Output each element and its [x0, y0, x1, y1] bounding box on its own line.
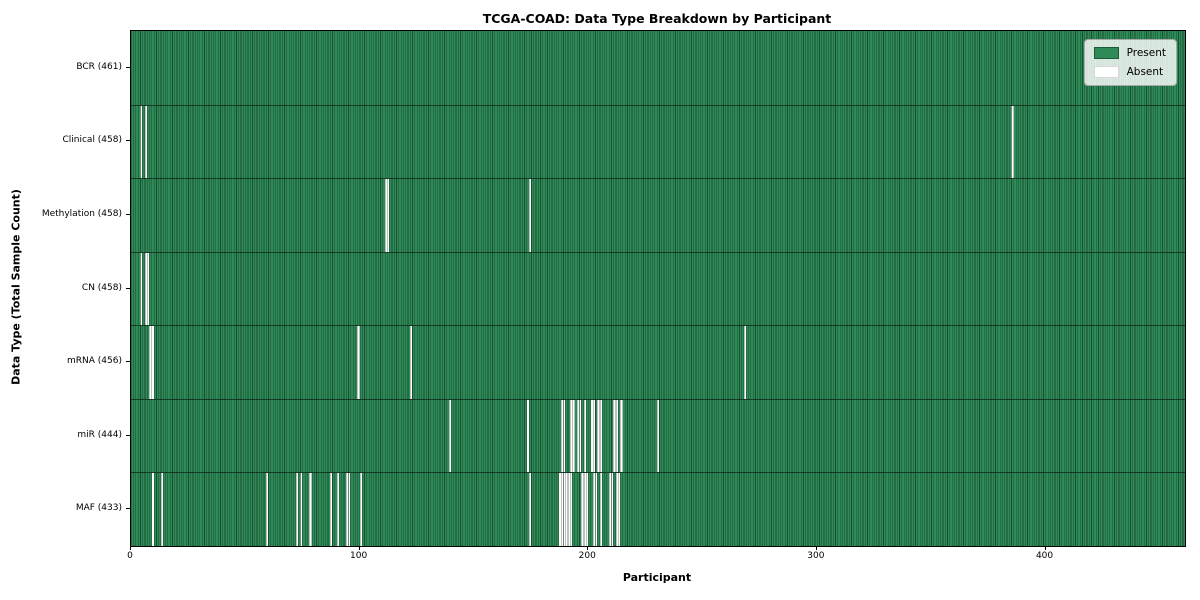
xtick-mark	[358, 546, 360, 550]
absent-bar	[528, 473, 532, 546]
absent-bar	[265, 473, 269, 546]
plot-area: Present Absent	[130, 30, 1186, 547]
legend-entry-present: Present	[1093, 46, 1166, 59]
absent-bar	[1011, 105, 1014, 179]
ytick-mark	[126, 140, 130, 142]
ytick-label-clinical: Clinical (458)	[62, 135, 122, 146]
absent-bar	[611, 473, 614, 546]
absent-bar	[147, 252, 150, 326]
ytick-mark	[126, 361, 130, 363]
xtick-label-300: 300	[807, 551, 825, 561]
absent-bar	[448, 399, 452, 473]
present-swatch-icon	[1093, 47, 1119, 59]
absent-bar	[144, 105, 147, 179]
absent-bar	[569, 473, 573, 546]
xtick-label-0: 0	[127, 551, 133, 561]
legend: Present Absent	[1083, 39, 1177, 86]
x-axis-label: Participant	[622, 571, 692, 584]
absent-bar	[300, 473, 303, 546]
row-cn	[131, 251, 1185, 326]
row-mir	[131, 398, 1185, 473]
absent-bar	[309, 473, 312, 546]
y-axis-label: Data Type (Total Sample Count)	[9, 189, 23, 385]
absent-bar	[336, 473, 340, 546]
heatmap-rows	[131, 31, 1185, 546]
row-clinical	[131, 104, 1185, 179]
ytick-mark	[126, 213, 130, 215]
absent-bar	[599, 399, 602, 473]
absent-bar	[295, 473, 298, 546]
row-mrna	[131, 325, 1185, 399]
absent-swatch-icon	[1093, 66, 1119, 78]
absent-bar	[359, 473, 362, 546]
ytick-label-mir: miR (444)	[77, 429, 122, 440]
xtick-mark	[1044, 546, 1046, 550]
absent-bar	[151, 326, 154, 399]
xtick-mark	[587, 546, 589, 550]
absent-bar	[585, 473, 589, 546]
absent-bar	[617, 473, 621, 546]
ytick-label-maf: MAF (433)	[75, 503, 122, 514]
legend-entry-absent: Absent	[1093, 65, 1166, 78]
legend-label-absent: Absent	[1126, 65, 1164, 78]
absent-bar	[599, 473, 602, 546]
ytick-mark	[126, 508, 130, 510]
absent-bar	[592, 399, 596, 473]
absent-bar	[409, 326, 413, 399]
absent-bar	[563, 399, 566, 473]
ytick-mark	[126, 66, 130, 68]
absent-bar	[357, 326, 360, 399]
legend-label-present: Present	[1126, 46, 1166, 59]
absent-bar	[743, 326, 747, 399]
absent-bar	[151, 473, 154, 546]
absent-bar	[140, 252, 143, 326]
absent-bar	[572, 399, 575, 473]
xtick-mark	[815, 546, 817, 550]
ytick-label-mrna: mRNA (456)	[67, 356, 122, 367]
xtick-mark	[130, 546, 131, 550]
absent-bar	[656, 399, 660, 473]
absent-bar	[160, 473, 163, 546]
ytick-label-methylation: Methylation (458)	[41, 208, 122, 219]
absent-bar	[140, 105, 143, 179]
absent-bar	[583, 399, 586, 473]
absent-bar	[615, 399, 618, 473]
xtick-label-200: 200	[578, 551, 596, 561]
ytick-label-bcr: BCR (461)	[76, 61, 122, 72]
absent-bar	[579, 399, 582, 473]
absent-bar	[620, 399, 623, 473]
row-maf	[131, 472, 1185, 546]
absent-bar	[348, 473, 351, 546]
row-methylation	[131, 178, 1185, 252]
ytick-mark	[126, 287, 130, 289]
chart-title: TCGA-COAD: Data Type Breakdown by Partic…	[482, 11, 832, 26]
ytick-mark	[126, 434, 130, 436]
absent-bar	[595, 473, 598, 546]
row-bcr	[131, 31, 1185, 105]
absent-bar	[528, 179, 532, 252]
absent-bar	[329, 473, 333, 546]
absent-bar	[387, 179, 390, 252]
ytick-label-cn: CN (458)	[81, 282, 122, 293]
absent-bar	[526, 399, 529, 473]
xtick-label-400: 400	[1035, 551, 1054, 561]
xtick-label-100: 100	[350, 551, 368, 561]
